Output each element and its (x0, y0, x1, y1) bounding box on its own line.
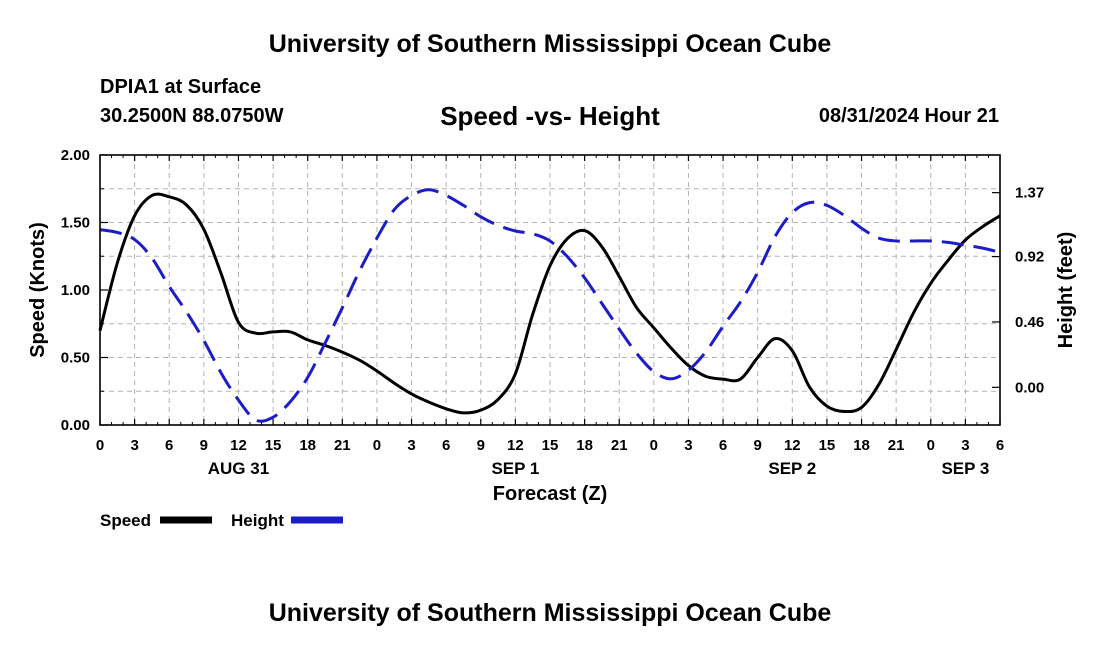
y2-tick-label: 1.37 (1015, 185, 1044, 202)
x-tick-label: 3 (961, 437, 969, 454)
x-tick-label: 18 (299, 437, 316, 454)
x-tick-label: 12 (507, 437, 524, 454)
x-tick-label: 0 (927, 437, 935, 454)
y-tick-label: 2.00 (61, 147, 90, 164)
x-tick-label: 9 (754, 437, 762, 454)
legend-label-speed: Speed (100, 511, 151, 530)
x-tick-label: 15 (542, 437, 559, 454)
axes: 0 3 6 9 12 15 18 21 0 3 6 9 12 15 18 21 0 3 6 9 12 15 18 21 0 3 6 A… (61, 147, 1044, 478)
x-tick-label: 6 (719, 437, 727, 454)
x-tick-label: 3 (130, 437, 138, 454)
y-tick-label: 1.00 (61, 282, 90, 299)
x-tick-label: 9 (200, 437, 208, 454)
x-tick-label: 15 (265, 437, 282, 454)
x-tick-label: 15 (819, 437, 836, 454)
x-date-label: AUG 31 (208, 459, 269, 478)
series-layer (98, 188, 1001, 423)
y-axis-title-left: Speed (Knots) (27, 222, 49, 358)
y2-tick-label: 0.00 (1015, 379, 1044, 396)
x-tick-label: 0 (96, 437, 104, 454)
y-tick-label: 0.50 (61, 350, 90, 367)
x-date-label: SEP 3 (941, 459, 989, 478)
footer-title: University of Southern Mississippi Ocean… (268, 599, 832, 627)
x-date-label: SEP 2 (768, 459, 816, 478)
legend: Speed Height (100, 511, 343, 530)
y2-tick-label: 0.46 (1015, 314, 1044, 331)
chart-title: Speed -vs- Height (440, 101, 660, 131)
speed-series-line (98, 192, 1001, 415)
x-tick-label: 6 (165, 437, 173, 454)
x-tick-label: 3 (407, 437, 415, 454)
x-tick-label: 21 (334, 437, 351, 454)
x-tick-label: 12 (230, 437, 247, 454)
grid-lines (100, 155, 1000, 425)
x-tick-label: 18 (576, 437, 593, 454)
height-series-line (99, 188, 1001, 423)
x-tick-label: 6 (996, 437, 1004, 454)
legend-label-height: Height (231, 511, 284, 530)
y-tick-label: 1.50 (61, 215, 90, 232)
x-axis-title: Forecast (Z) (493, 483, 607, 505)
x-tick-label: 6 (442, 437, 450, 454)
x-tick-label: 21 (611, 437, 628, 454)
x-tick-label: 12 (784, 437, 801, 454)
y-tick-label: 0.00 (61, 417, 90, 434)
station-label: DPIA1 at Surface (100, 76, 262, 98)
x-tick-label: 21 (888, 437, 905, 454)
forecast-datetime: 08/31/2024 Hour 21 (818, 105, 999, 127)
station-coordinates: 30.2500N 88.0750W (100, 105, 284, 127)
x-tick-label: 0 (650, 437, 658, 454)
x-tick-label: 0 (373, 437, 381, 454)
y2-tick-label: 0.92 (1015, 249, 1044, 266)
x-date-label: SEP 1 (491, 459, 539, 478)
x-tick-label: 3 (684, 437, 692, 454)
y-axis-title-right: Height (feet) (1055, 232, 1077, 349)
x-tick-label: 18 (853, 437, 870, 454)
page-title: University of Southern Mississippi Ocean… (268, 30, 832, 58)
x-tick-label: 9 (477, 437, 485, 454)
